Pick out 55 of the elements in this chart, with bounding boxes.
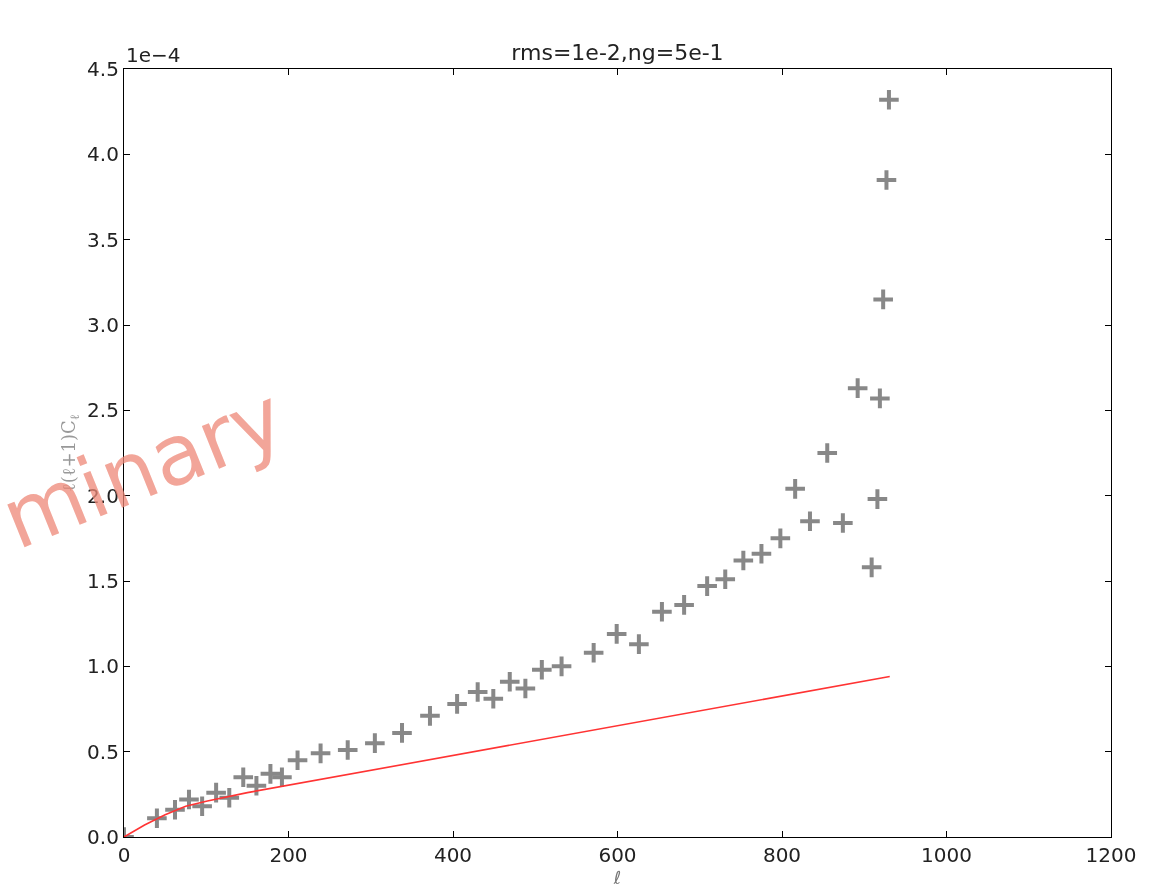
point bbox=[874, 168, 899, 192]
x-tick-label: 400 bbox=[433, 843, 473, 868]
y-tick-label: 0.5 bbox=[87, 739, 119, 764]
point bbox=[445, 692, 469, 716]
point bbox=[335, 738, 360, 762]
point bbox=[731, 548, 756, 573]
point bbox=[783, 477, 807, 501]
point bbox=[768, 526, 793, 551]
point bbox=[877, 87, 901, 112]
line-series bbox=[124, 675, 891, 837]
x-tick-label: 800 bbox=[762, 843, 802, 868]
point bbox=[308, 741, 333, 766]
point bbox=[497, 669, 522, 694]
point bbox=[418, 704, 442, 728]
x-tick-label: 1000 bbox=[921, 843, 972, 868]
point bbox=[650, 599, 674, 624]
y-tick-label: 3.0 bbox=[87, 313, 119, 337]
point bbox=[604, 622, 629, 646]
y-tick-label: 4.0 bbox=[87, 142, 119, 167]
point bbox=[258, 762, 283, 786]
point bbox=[871, 287, 895, 312]
point bbox=[581, 640, 606, 665]
point bbox=[749, 541, 774, 566]
x-axis-title: ℓ bbox=[612, 867, 622, 889]
point bbox=[831, 511, 855, 535]
y-tick-label: 3.5 bbox=[87, 227, 119, 252]
point bbox=[465, 680, 490, 704]
point bbox=[285, 748, 310, 772]
y-tick-label: 1.5 bbox=[87, 569, 119, 593]
chart-title: rms=1e-2,ng=5e-1 bbox=[511, 40, 724, 65]
point bbox=[865, 487, 890, 511]
point bbox=[798, 509, 822, 534]
x-tick-label: 0 bbox=[117, 843, 131, 868]
point bbox=[481, 686, 506, 711]
y-tick-label: 1.0 bbox=[87, 654, 119, 679]
y-tick-label: 4.5 bbox=[87, 57, 119, 81]
point bbox=[363, 731, 387, 755]
point bbox=[513, 676, 538, 701]
point bbox=[549, 654, 574, 679]
point bbox=[845, 376, 870, 400]
point bbox=[695, 574, 719, 598]
y-tick-label: 0.0 bbox=[87, 825, 119, 849]
point bbox=[627, 632, 651, 656]
x-tick-label: 600 bbox=[598, 843, 637, 868]
point bbox=[163, 797, 187, 822]
point bbox=[390, 721, 414, 745]
point bbox=[530, 657, 554, 682]
point bbox=[713, 567, 738, 592]
point bbox=[868, 386, 892, 411]
point bbox=[815, 441, 840, 465]
point bbox=[859, 555, 884, 580]
point bbox=[672, 593, 696, 617]
x-tick-label: 1200 bbox=[1085, 843, 1137, 868]
text: 1e−4 bbox=[126, 43, 181, 67]
x-tick-label: 200 bbox=[269, 843, 308, 868]
